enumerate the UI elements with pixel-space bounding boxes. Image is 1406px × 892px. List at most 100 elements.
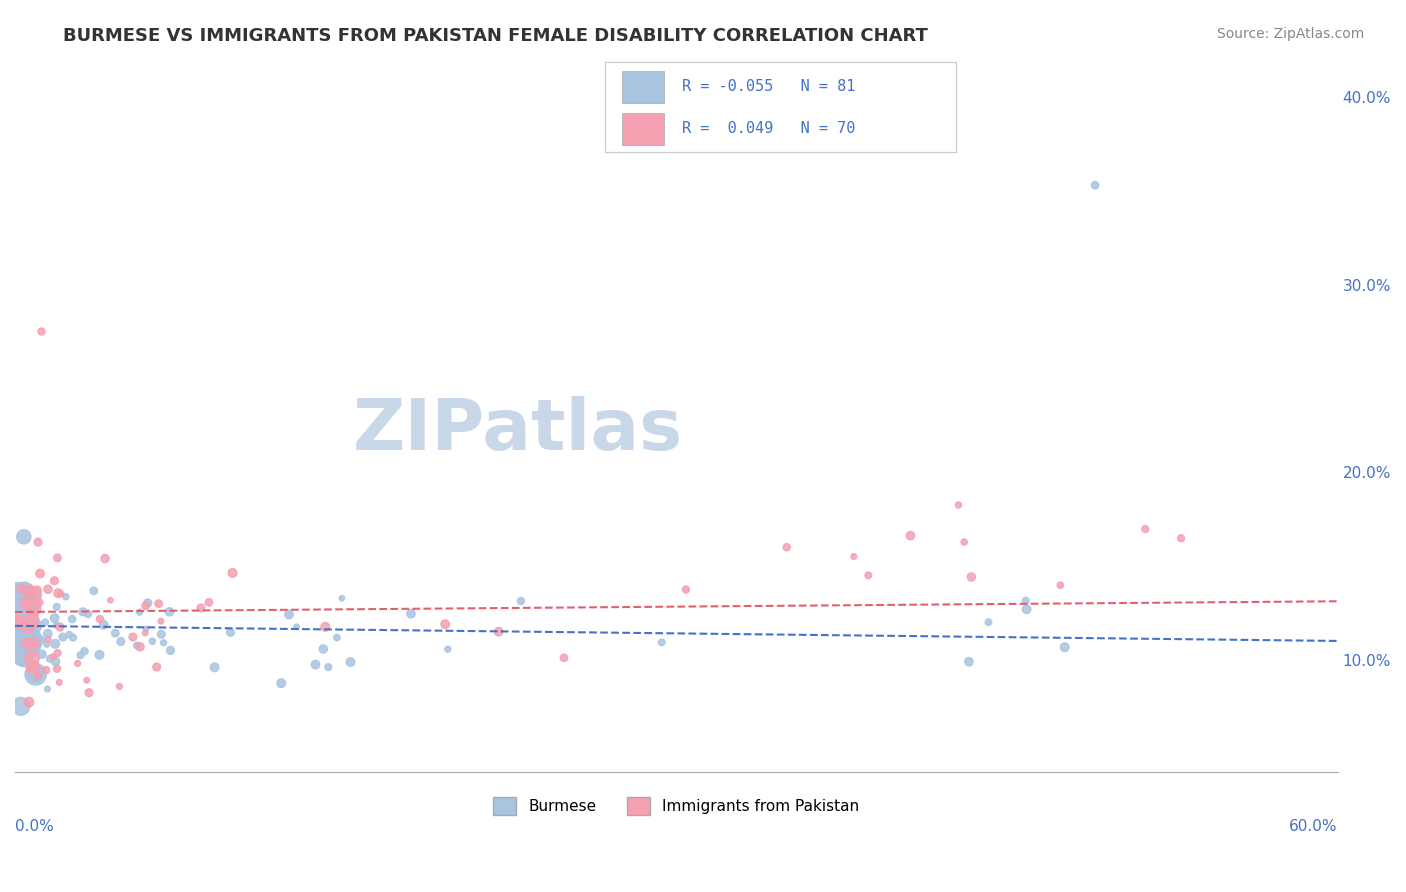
Point [46, 662, 69, 676]
Point [49, 620, 72, 634]
Point [15, 617, 38, 632]
Point [20, 632, 42, 646]
Point [104, 626, 127, 640]
Point [128, 605, 150, 619]
Point [93, 617, 115, 632]
Point [34, 615, 56, 630]
Point [48, 675, 70, 690]
Point [17, 612, 39, 626]
Point [434, 617, 457, 632]
Point [135, 622, 157, 636]
Point [44, 637, 66, 651]
Point [145, 660, 167, 674]
Point [204, 660, 226, 674]
Point [76, 607, 98, 621]
Point [13, 530, 35, 544]
Point [314, 620, 336, 634]
Point [7, 601, 30, 615]
Point [22, 637, 45, 651]
Point [399, 607, 422, 621]
Point [18, 584, 41, 599]
Point [24, 667, 46, 681]
Point [20, 636, 42, 650]
Point [651, 635, 673, 649]
Point [37, 632, 59, 647]
Point [10, 624, 32, 639]
Point [60, 612, 83, 626]
Text: R =  0.049   N = 70: R = 0.049 N = 70 [682, 121, 855, 136]
Point [957, 655, 980, 669]
Point [10, 699, 32, 714]
Point [45, 599, 67, 614]
Point [89, 612, 111, 626]
Point [1049, 578, 1071, 592]
Point [13, 615, 35, 630]
Point [30, 595, 52, 609]
Point [44, 611, 66, 625]
Point [22, 601, 45, 615]
Text: ZIPatlas: ZIPatlas [353, 396, 683, 465]
Point [437, 642, 460, 657]
Point [122, 630, 145, 644]
Point [312, 642, 335, 657]
FancyBboxPatch shape [623, 113, 665, 145]
Point [17, 618, 39, 632]
Point [948, 498, 970, 512]
Point [219, 625, 242, 640]
Point [304, 657, 326, 672]
Point [45, 618, 67, 632]
Point [509, 594, 531, 608]
Point [13, 615, 35, 630]
Point [953, 535, 976, 549]
Point [553, 651, 575, 665]
Point [18, 695, 41, 709]
FancyBboxPatch shape [623, 71, 665, 103]
Point [330, 591, 353, 606]
Point [37, 582, 59, 597]
Point [110, 634, 132, 648]
Point [13, 585, 35, 599]
Point [278, 607, 301, 622]
Point [58, 627, 80, 641]
Point [13, 650, 35, 665]
Point [326, 631, 349, 645]
Point [10, 615, 32, 630]
Point [62, 631, 84, 645]
Point [6, 592, 28, 607]
Point [8, 635, 31, 649]
Point [1015, 593, 1038, 607]
Point [89, 648, 111, 662]
Point [72, 605, 94, 619]
Point [125, 639, 148, 653]
Point [94, 551, 117, 566]
Point [150, 627, 173, 641]
Point [1015, 602, 1038, 616]
Text: 60.0%: 60.0% [1289, 819, 1337, 834]
Point [22, 588, 45, 602]
Point [24, 667, 46, 681]
Point [18, 595, 41, 609]
Point [22, 659, 45, 673]
Point [44, 655, 66, 669]
Point [30, 633, 52, 648]
Point [15, 597, 38, 611]
Point [10, 582, 32, 596]
Point [27, 669, 49, 683]
Point [148, 597, 170, 611]
Point [83, 583, 105, 598]
Point [152, 636, 174, 650]
Point [22, 610, 45, 624]
Point [11, 591, 34, 606]
Point [69, 648, 91, 663]
Point [31, 325, 53, 339]
Point [52, 630, 75, 644]
Point [55, 590, 77, 604]
Point [960, 570, 983, 584]
Point [159, 605, 181, 619]
Point [141, 634, 163, 648]
Point [977, 615, 1000, 629]
Point [1053, 640, 1076, 655]
Text: Source: ZipAtlas.com: Source: ZipAtlas.com [1216, 27, 1364, 41]
Text: 0.0%: 0.0% [15, 819, 53, 834]
Point [318, 660, 340, 674]
